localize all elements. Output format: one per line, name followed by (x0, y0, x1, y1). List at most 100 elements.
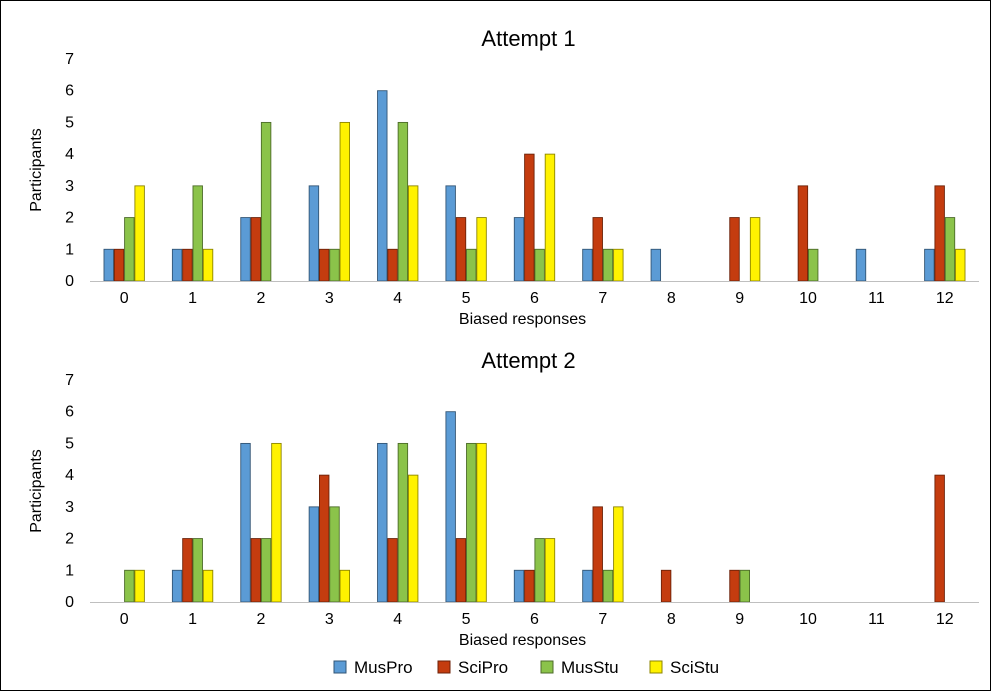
bar-muspro-8 (650, 248, 662, 282)
bar-scistu-0 (134, 185, 145, 282)
bar-musstu-6 (534, 538, 545, 603)
bar-musstu-3 (329, 248, 340, 282)
bar-scistu-5 (476, 217, 487, 282)
bar-musstu-5 (466, 442, 477, 603)
x-tick-label: 6 (530, 290, 539, 307)
x-tick-label: 3 (325, 611, 334, 628)
legend-swatch-musstu (540, 660, 554, 674)
bar-scistu-7 (613, 506, 624, 603)
bar-scipro-6 (524, 153, 535, 282)
bar-musstu-1 (192, 185, 203, 282)
bar-scipro-3 (319, 248, 330, 282)
x-axis-label-1: Biased responses (459, 311, 586, 328)
x-tick-label: 2 (257, 290, 266, 307)
legend-swatch-scipro (437, 660, 451, 674)
bar-scipro-5 (455, 217, 467, 282)
y-tick-label: 7 (65, 372, 74, 389)
y-tick-label: 2 (65, 531, 74, 548)
bar-scistu-7 (613, 248, 624, 282)
x-tick-label: 12 (936, 611, 954, 628)
bar-musstu-3 (329, 506, 340, 603)
bar-scipro-10 (797, 185, 809, 282)
bar-musstu-6 (534, 248, 545, 282)
bar-muspro-12 (924, 248, 935, 282)
y-tick-label: 5 (65, 435, 74, 452)
x-tick-label: 10 (799, 290, 817, 307)
legend-label-muspro: MusPro (354, 658, 413, 677)
x-tick-label: 4 (393, 611, 402, 628)
bar-muspro-6 (513, 569, 525, 603)
bar-scistu-1 (202, 569, 214, 603)
bar-scipro-0 (113, 248, 125, 282)
x-tick-label: 12 (936, 290, 954, 307)
y-tick-label: 1 (65, 562, 74, 579)
y-tick-label: 7 (65, 51, 74, 68)
bar-scipro-9 (729, 217, 740, 282)
bar-muspro-2 (240, 217, 251, 282)
legend-swatch-scistu (649, 660, 663, 674)
bar-scipro-6 (524, 569, 535, 603)
bar-scipro-1 (182, 538, 193, 603)
bar-musstu-2 (260, 121, 272, 282)
x-tick-label: 8 (667, 611, 676, 628)
bar-scipro-8 (660, 569, 672, 603)
legend-label-musstu: MusStu (561, 658, 619, 677)
bar-muspro-5 (445, 411, 456, 603)
bar-muspro-0 (103, 248, 114, 282)
bar-musstu-1 (192, 538, 203, 603)
x-tick-label: 0 (120, 290, 129, 307)
x-tick-label: 3 (325, 290, 334, 307)
x-tick-label: 7 (598, 611, 607, 628)
y-tick-label: 3 (65, 178, 74, 195)
bar-scipro-4 (387, 538, 398, 603)
bar-scistu-12 (955, 248, 966, 282)
y-tick-label: 0 (65, 594, 74, 611)
y-tick-label: 4 (65, 146, 74, 163)
x-tick-label: 5 (462, 611, 471, 628)
bar-muspro-11 (855, 248, 867, 282)
bar-scistu-6 (544, 538, 556, 603)
y-axis-label-1: Participants (28, 128, 45, 212)
bar-musstu-10 (807, 248, 819, 282)
bar-scistu-3 (339, 121, 350, 282)
bar-scipro-12 (934, 474, 945, 603)
bar-scistu-2 (271, 442, 282, 603)
bar-muspro-7 (582, 569, 593, 603)
x-tick-label: 8 (667, 290, 676, 307)
bar-muspro-6 (513, 217, 525, 282)
x-tick-label: 2 (257, 611, 266, 628)
bar-scipro-3 (319, 474, 330, 603)
legend-swatch-muspro (333, 660, 347, 674)
x-tick-label: 5 (462, 290, 471, 307)
bar-scistu-1 (202, 248, 214, 282)
y-tick-label: 1 (65, 241, 74, 258)
x-tick-label: 9 (735, 611, 744, 628)
bar-musstu-4 (397, 121, 409, 282)
chart-title-1: Attempt 1 (481, 26, 575, 51)
bar-musstu-4 (397, 442, 409, 603)
bar-musstu-5 (466, 248, 477, 282)
y-axis-label-2: Participants (28, 449, 45, 533)
x-tick-label: 10 (799, 611, 817, 628)
bar-scipro-2 (250, 538, 262, 603)
y-tick-label: 2 (65, 210, 74, 227)
x-tick-label: 1 (188, 611, 197, 628)
bar-scipro-1 (182, 248, 193, 282)
bar-scipro-7 (592, 217, 603, 282)
bar-musstu-0 (124, 217, 135, 282)
x-tick-label: 11 (868, 611, 885, 628)
legend-label-scistu: SciStu (670, 658, 719, 677)
bar-musstu-0 (124, 569, 135, 603)
bar-scistu-6 (544, 153, 556, 282)
x-tick-label: 1 (188, 290, 197, 307)
bar-muspro-4 (377, 442, 388, 603)
x-tick-label: 6 (530, 611, 539, 628)
x-tick-label: 9 (735, 290, 744, 307)
bar-musstu-9 (739, 569, 750, 603)
bar-scistu-0 (134, 569, 145, 603)
bar-scistu-5 (476, 442, 487, 603)
bar-musstu-7 (602, 248, 614, 282)
bar-scipro-9 (729, 569, 740, 603)
